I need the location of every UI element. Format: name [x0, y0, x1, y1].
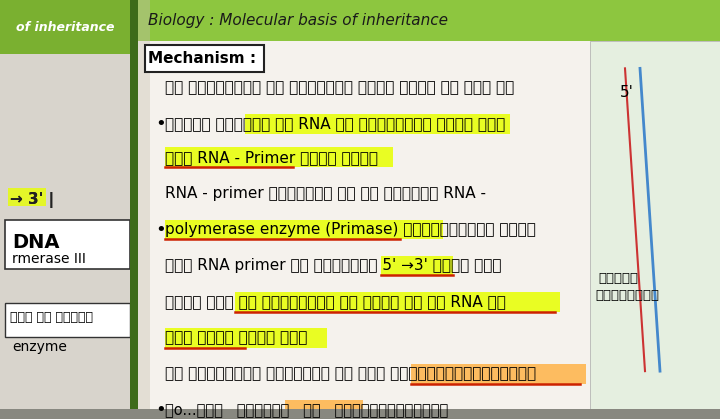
Text: enzyme: enzyme: [12, 340, 67, 354]
Text: •: •: [155, 401, 166, 419]
FancyBboxPatch shape: [411, 364, 586, 384]
Text: हटा दिया जाता है।: हटा दिया जाता है।: [165, 331, 307, 345]
Text: संश्लेषण: संश्लेषण: [595, 290, 659, 303]
FancyBboxPatch shape: [285, 401, 363, 419]
Text: rmerase III: rmerase III: [12, 252, 86, 266]
Text: •: •: [155, 115, 166, 133]
Text: Mechanism :: Mechanism :: [148, 51, 256, 66]
Text: Biology : Molecular basis of inheritance: Biology : Molecular basis of inheritance: [148, 13, 448, 28]
FancyBboxPatch shape: [138, 0, 720, 41]
Text: RNA - primer निर्माण को एक एंजाइम RNA -: RNA - primer निर्माण को एक एंजाइम RNA -: [165, 186, 486, 201]
FancyBboxPatch shape: [245, 114, 510, 134]
Text: विशेष प्रकार के RNA की आवश्यकता होती है।: विशेष प्रकार के RNA की आवश्यकता होती है।: [165, 116, 505, 132]
Text: polymerase enzyme (Primase) उत्प्रेरित करता: polymerase enzyme (Primase) उत्प्रेरित क…: [165, 222, 536, 237]
FancyBboxPatch shape: [0, 0, 133, 54]
FancyBboxPatch shape: [165, 328, 327, 348]
Text: •: •: [155, 220, 166, 238]
FancyBboxPatch shape: [8, 189, 46, 206]
Text: of inheritance: of inheritance: [16, 21, 114, 34]
Text: 5': 5': [620, 85, 634, 100]
FancyBboxPatch shape: [590, 41, 720, 409]
FancyBboxPatch shape: [138, 0, 720, 409]
FancyBboxPatch shape: [0, 0, 133, 409]
Text: DNA: DNA: [12, 233, 60, 252]
FancyBboxPatch shape: [145, 45, 264, 72]
Text: अo...तिक   कोशिका   के   केंद्रकद्रव्य: अo...तिक कोशिका के केंद्रकद्रव्य: [165, 403, 449, 418]
FancyBboxPatch shape: [165, 147, 393, 167]
Text: है। RNA primer का निर्माण 5' →3' दिशा में: है। RNA primer का निर्माण 5' →3' दिशा मे…: [165, 258, 502, 273]
FancyBboxPatch shape: [130, 0, 138, 409]
FancyBboxPatch shape: [381, 256, 453, 275]
Text: होता है। नई श्रृंखला बन जाने पर इस RNA को: होता है। नई श्रृंखला बन जाने पर इस RNA क…: [165, 294, 506, 309]
Text: → 3' |: → 3' |: [10, 192, 54, 208]
FancyBboxPatch shape: [165, 220, 443, 239]
FancyBboxPatch shape: [5, 303, 130, 337]
FancyBboxPatch shape: [235, 292, 560, 312]
FancyBboxPatch shape: [138, 0, 150, 409]
FancyBboxPatch shape: [5, 220, 130, 269]
Text: नई श्रृंखला का निर्माण आरंभ करने के लिए एक: नई श्रृंखला का निर्माण आरंभ करने के लिए …: [165, 80, 514, 96]
Text: संतत्: संतत्: [598, 272, 638, 285]
Text: नई श्रृंखला निर्माण के लिए न्यूक्लियोटाइड्स: नई श्रृंखला निर्माण के लिए न्यूक्लियोटाइ…: [165, 367, 536, 382]
Text: करण का मुख्य: करण का मुख्य: [10, 311, 93, 324]
Text: इसे RNA - Primer कहते हैं।: इसे RNA - Primer कहते हैं।: [165, 150, 378, 165]
Text: → 3' |: → 3' |: [10, 192, 54, 208]
